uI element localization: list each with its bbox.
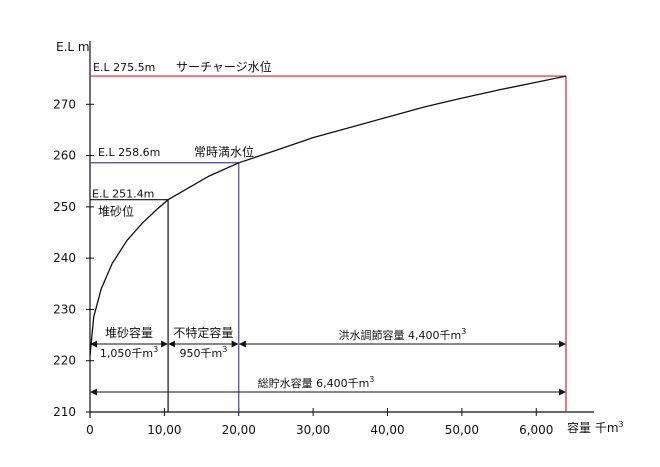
capacity-annotations: 堆砂容量 1,050千m3 不特定容量 950千m3 洪水調節容量 4,400千m3 総貯… bbox=[90, 325, 566, 396]
water-level-lines bbox=[90, 75, 567, 412]
y-tick-label: 220 bbox=[53, 354, 76, 368]
level-desc-surcharge: サーチャージ水位 bbox=[176, 59, 272, 74]
level-label-sediment: E.L 251.4m bbox=[92, 188, 154, 201]
curve-line bbox=[89, 75, 567, 356]
x-tick-label: 6,000 bbox=[519, 423, 553, 437]
x-tick-label: 40,00 bbox=[370, 423, 404, 437]
label-total-capacity: 総貯水容量 6,400千m3 bbox=[258, 375, 375, 390]
value-unspecified-capacity: 950千m3 bbox=[180, 345, 228, 360]
capacity-curve bbox=[89, 75, 567, 356]
chart-labels: E.L 275.5m サーチャージ水位 E.L 258.6m 常時満水位 E.L 251… bbox=[92, 59, 272, 219]
x-tick-label: 0 bbox=[86, 423, 94, 437]
x-tick-label: 50,00 bbox=[445, 423, 479, 437]
value-sediment-capacity: 1,050千m3 bbox=[100, 345, 158, 360]
level-desc-sediment: 堆砂位 bbox=[98, 204, 134, 219]
y-tick-label: 240 bbox=[53, 251, 76, 265]
y-axis-title: E.L m bbox=[56, 40, 90, 54]
label-sediment-capacity: 堆砂容量 bbox=[105, 325, 153, 340]
y-tick-label: 250 bbox=[53, 200, 76, 214]
x-axis-title: 容量 千m3 bbox=[567, 420, 624, 435]
label-unspecified-capacity: 不特定容量 bbox=[173, 325, 233, 340]
y-tick-label: 260 bbox=[53, 149, 76, 163]
y-tick-label: 210 bbox=[53, 405, 76, 419]
y-tick-label: 270 bbox=[53, 97, 76, 111]
level-label-normal: E.L 258.6m bbox=[98, 146, 160, 159]
label-flood-control-capacity: 洪水調節容量 4,400千m3 bbox=[338, 327, 466, 342]
level-desc-normal: 常時満水位 bbox=[194, 144, 254, 159]
x-tick-label: 20,00 bbox=[222, 423, 256, 437]
level-label-surcharge: E.L 275.5m bbox=[93, 61, 155, 74]
y-tick-label: 230 bbox=[53, 302, 76, 316]
axes: 210 220 230 240 250 260 270 0 10,00 20,00 30,00 40,… bbox=[53, 40, 624, 437]
x-tick-label: 10,00 bbox=[147, 423, 181, 437]
x-tick-label: 30,00 bbox=[296, 423, 330, 437]
